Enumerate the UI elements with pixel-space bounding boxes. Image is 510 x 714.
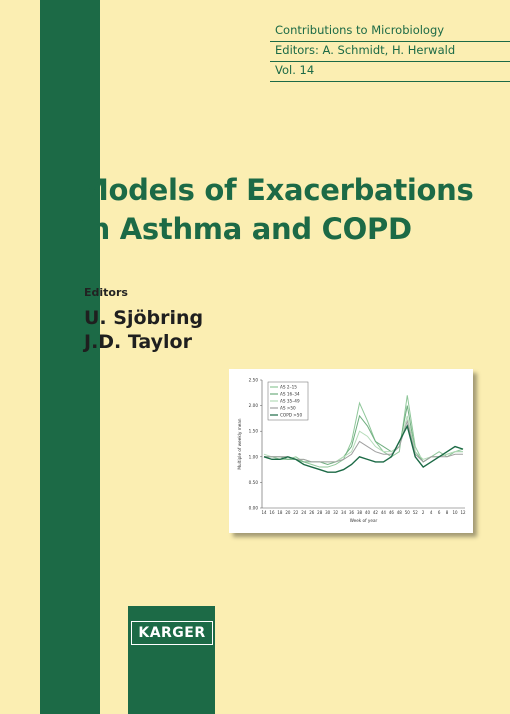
x-tick-label: 32 [333,510,339,515]
x-tick-label: 46 [389,510,395,515]
x-tick-label: 42 [373,510,379,515]
x-tick-label: 48 [397,510,403,515]
y-tick-label: 2.50 [249,378,259,383]
y-tick-label: 1.50 [249,429,259,434]
x-tick-label: 8 [446,510,449,515]
publisher-band [128,606,215,714]
x-tick-label: 38 [357,510,363,515]
rule [270,81,510,82]
x-tick-label: 2 [422,510,425,515]
y-tick-label: 2.00 [249,403,259,408]
x-tick-label: 12 [460,510,466,515]
x-tick-label: 4 [430,510,433,515]
y-tick-label: 0.50 [249,480,259,485]
x-tick-label: 24 [301,510,307,515]
x-tick-label: 10 [452,510,458,515]
x-axis-label: Week of year [350,518,378,523]
title-line: in Asthma and COPD [80,212,412,246]
legend-label: COPD >50 [280,413,302,418]
x-tick-label: 34 [341,510,347,515]
x-tick-label: 20 [285,510,291,515]
volume: Vol. 14 [275,63,315,77]
x-tick-label: 6 [438,510,441,515]
title-line: Models of Exacerbations [80,173,474,207]
cover-chart: 0.00 0.50 1.00 1.50 2.00 2.50 14 16 18 20 22 24 26 28… [229,369,473,533]
editors-label: Editors [84,286,128,299]
x-tick-label: 52 [413,510,419,515]
y-tick-label: 1.00 [249,454,259,459]
editor-name: U. Sjöbring [84,307,204,329]
editor-name: J.D. Taylor [84,331,192,353]
x-tick-label: 22 [293,510,299,515]
y-tick-label: 0.00 [249,506,259,511]
x-tick-label: 14 [261,510,267,515]
x-tick-label: 26 [309,510,315,515]
legend-label: AS 35–49 [280,399,300,404]
legend-label: AS 16–34 [280,392,300,397]
publisher-logo: KARGER [131,621,213,645]
rule [270,41,510,42]
x-tick-label: 50 [405,510,411,515]
left-band [40,0,100,714]
rule [270,61,510,62]
series-name: Contributions to Microbiology [275,23,445,37]
x-tick-label: 16 [269,510,275,515]
legend-label: AS 2–15 [280,385,297,390]
x-tick-label: 28 [317,510,323,515]
x-tick-label: 18 [277,510,283,515]
x-tick-label: 44 [381,510,387,515]
series-line [264,419,463,463]
x-tick-label: 30 [325,510,331,515]
x-tick-label: 40 [365,510,371,515]
x-tick-label: 36 [349,510,355,515]
legend-label: AS >50 [280,406,296,411]
series-editors: Editors: A. Schmidt, H. Herwald [275,43,456,57]
y-axis-label: Multiple of weekly mean [237,418,242,470]
series-line [263,424,464,473]
